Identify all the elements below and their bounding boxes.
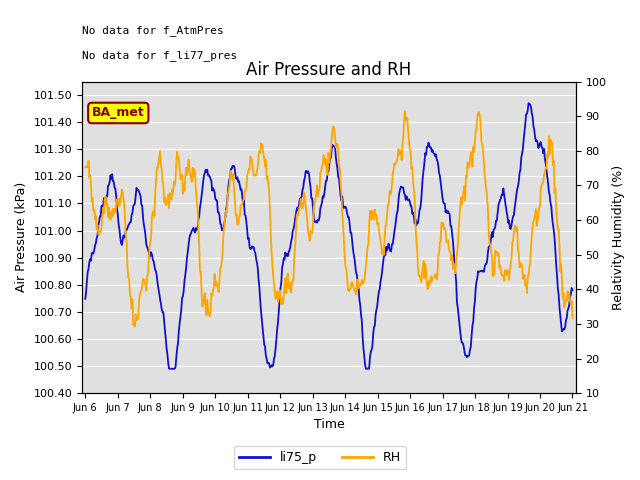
li75_p [165, 366, 173, 372]
X-axis label: Time: Time [314, 419, 344, 432]
li75_p [168, 366, 176, 372]
li75_p [449, 238, 457, 244]
RH [450, 261, 458, 267]
Y-axis label: Relativity Humidity (%): Relativity Humidity (%) [612, 165, 625, 310]
li75_p [525, 100, 532, 106]
RH [207, 290, 215, 296]
RH [568, 315, 576, 321]
li75_p [568, 287, 576, 293]
Text: No data for f_li77_pres: No data for f_li77_pres [82, 50, 237, 61]
li75_p [408, 203, 415, 209]
RH [168, 186, 176, 192]
li75_p [207, 178, 215, 183]
Line: li75_p: li75_p [85, 103, 572, 369]
RH [408, 164, 416, 170]
Text: No data for f_AtmPres: No data for f_AtmPres [82, 25, 224, 36]
Y-axis label: Air Pressure (kPa): Air Pressure (kPa) [15, 182, 28, 292]
RH [81, 164, 89, 170]
RH [369, 214, 377, 219]
RH [131, 324, 139, 329]
RH [303, 211, 310, 216]
Line: RH: RH [85, 111, 572, 326]
Title: Air Pressure and RH: Air Pressure and RH [246, 60, 412, 79]
RH [401, 108, 409, 114]
li75_p [369, 331, 377, 337]
li75_p [303, 168, 310, 174]
li75_p [81, 296, 89, 301]
Text: BA_met: BA_met [92, 107, 145, 120]
Legend: li75_p, RH: li75_p, RH [234, 446, 406, 469]
